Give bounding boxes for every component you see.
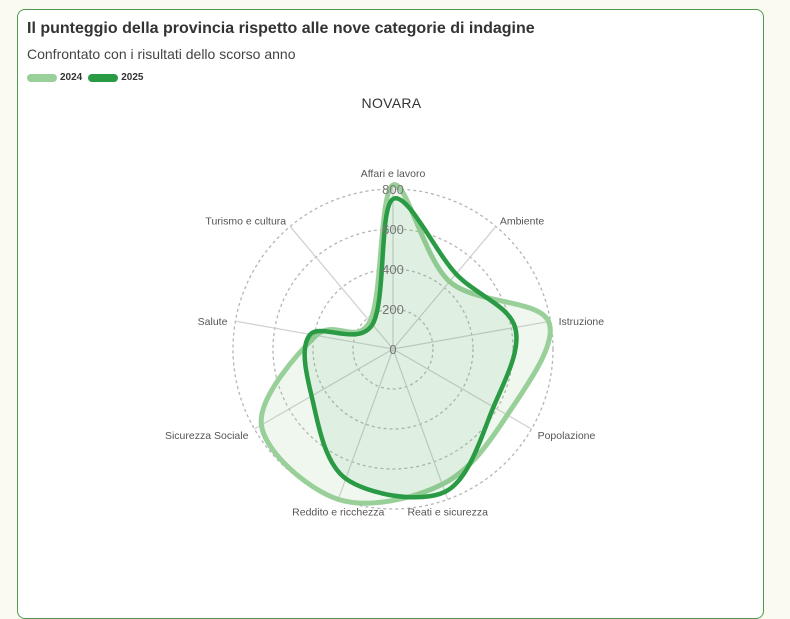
chart-card: Il punteggio della provincia rispetto al… xyxy=(17,9,764,619)
tick-label-0: 0 xyxy=(389,342,396,357)
tick-label-600: 600 xyxy=(382,222,404,237)
axis-label-4: Reati e sicurezza xyxy=(407,506,488,518)
axis-label-5: Reddito e ricchezza xyxy=(292,506,384,518)
tick-label-200: 200 xyxy=(382,302,404,317)
axis-label-8: Turismo e cultura xyxy=(205,215,286,227)
axis-label-3: Popolazione xyxy=(538,430,596,442)
axis-label-1: Ambiente xyxy=(500,215,545,227)
axis-label-0: Affari e lavoro xyxy=(361,168,426,180)
axis-label-2: Istruzione xyxy=(559,316,605,328)
radar-chart: 0 200 400 600 800 Affari e lavoro Ambiente Istr… xyxy=(18,10,765,604)
tick-label-800: 800 xyxy=(382,182,404,197)
axis-label-6: Sicurezza Sociale xyxy=(165,430,249,442)
tick-label-400: 400 xyxy=(382,262,404,277)
axis-label-7: Salute xyxy=(198,316,228,328)
